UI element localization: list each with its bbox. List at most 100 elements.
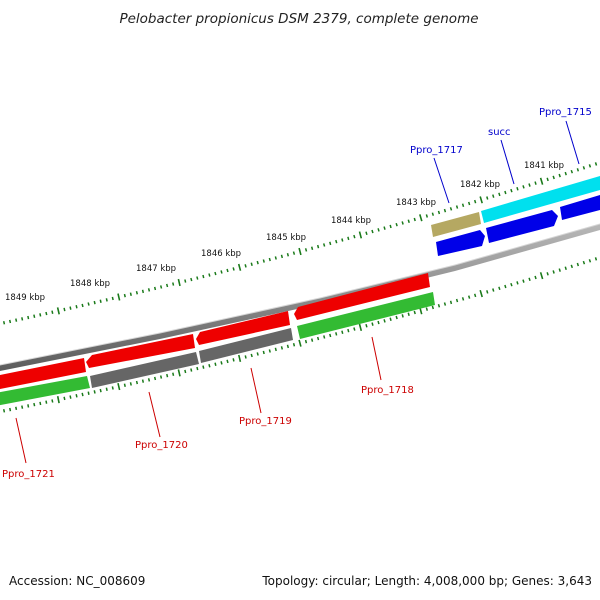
outer-scale-major-tick <box>177 278 181 287</box>
outer-scale-minor-tick <box>467 201 471 206</box>
reverse-gene[interactable] <box>0 358 86 391</box>
outer-scale-minor-tick <box>87 302 90 306</box>
outer-scale-major-tick <box>419 214 423 222</box>
outer-scale-minor-tick <box>401 221 404 225</box>
forward-gene[interactable] <box>486 210 558 243</box>
inner-scale-minor-tick <box>510 282 513 287</box>
outer-scale-minor-tick <box>498 192 501 197</box>
inner-scale-minor-tick <box>413 310 416 315</box>
scale-label-1845: 1845 kbp <box>266 233 306 243</box>
reverse-gene[interactable] <box>86 334 195 368</box>
forward-gene[interactable] <box>431 212 481 237</box>
inner-scale-minor-tick <box>329 333 332 338</box>
inner-scale-minor-tick <box>33 402 36 407</box>
outer-scale-minor-tick <box>21 317 24 321</box>
outer-scale-minor-tick <box>304 248 308 252</box>
reverse-strand-genes <box>0 273 435 407</box>
outer-scale-minor-tick <box>510 188 513 193</box>
outer-scale-minor-tick <box>431 212 435 216</box>
reverse-gene[interactable] <box>199 328 293 363</box>
outer-scale-minor-tick <box>329 241 332 246</box>
inner-scale-minor-tick <box>147 378 151 382</box>
reverse-gene[interactable] <box>297 292 435 339</box>
gene-label-ppro-1718[interactable]: Ppro_1718 <box>361 385 414 396</box>
gene-label-ppro-1719[interactable]: Ppro_1719 <box>239 416 292 427</box>
inner-scale-major-tick <box>117 383 121 391</box>
reverse-gene[interactable] <box>294 273 430 320</box>
outer-scale-minor-tick <box>196 276 199 280</box>
outer-scale-minor-tick <box>588 164 592 168</box>
label-leaders <box>15 120 580 464</box>
inner-scale-minor-tick <box>292 343 296 347</box>
scale-label-1846: 1846 kbp <box>201 249 241 259</box>
inner-scale-minor-tick <box>522 279 525 283</box>
inner-scale-major-tick <box>358 323 363 332</box>
inner-scale-minor-tick <box>274 347 277 352</box>
outer-scale-minor-tick <box>69 306 72 310</box>
outer-scale-minor-tick <box>159 285 163 289</box>
outer-scale-minor-tick <box>528 183 531 187</box>
inner-scale-minor-tick <box>45 400 48 404</box>
outer-scale-minor-tick <box>2 321 6 325</box>
inner-scale-major-tick <box>177 369 181 377</box>
inner-scale-minor-tick <box>21 405 24 409</box>
gene-label-succ[interactable]: succ <box>488 127 511 138</box>
outer-scale-minor-tick <box>99 299 102 303</box>
outer-scale-minor-tick <box>123 293 126 298</box>
inner-scale-minor-tick <box>534 275 537 280</box>
outer-scale-minor-tick <box>39 313 42 317</box>
gene-label-ppro-1717[interactable]: Ppro_1717 <box>410 145 463 156</box>
outer-scale-minor-tick <box>473 199 477 204</box>
outer-scale-minor-tick <box>262 259 265 263</box>
inner-scale-major-tick <box>539 272 544 280</box>
outer-scale-minor-tick <box>256 260 259 265</box>
outer-scale-minor-tick <box>371 229 374 234</box>
outer-scale-minor-tick <box>437 210 441 215</box>
outer-scale-major-tick <box>479 196 483 204</box>
gene-label-ppro-1721[interactable]: Ppro_1721 <box>2 469 55 480</box>
outer-scale-minor-tick <box>286 253 290 257</box>
reverse-gene[interactable] <box>0 376 90 407</box>
outer-scale-minor-tick <box>492 194 495 198</box>
inner-scale-minor-tick <box>105 387 108 391</box>
inner-scale-minor-tick <box>437 303 441 308</box>
inner-scale-minor-tick <box>81 392 84 397</box>
outer-scale-minor-tick <box>45 311 48 316</box>
scale-label-1847: 1847 kbp <box>136 264 176 274</box>
forward-gene[interactable] <box>481 176 600 223</box>
accession-text: Accession: NC_008609 <box>9 574 146 588</box>
outer-scale-minor-tick <box>534 181 537 185</box>
inner-scale-minor-tick <box>323 335 326 339</box>
inner-scale-minor-tick <box>226 359 229 364</box>
gene-label-ppro-1715[interactable]: Ppro_1715 <box>539 107 592 118</box>
inner-scale-minor-tick <box>244 355 247 359</box>
forward-gene[interactable] <box>560 195 600 220</box>
inner-scale-minor-tick <box>166 373 169 378</box>
reverse-gene[interactable] <box>90 352 199 388</box>
inner-scale-minor-tick <box>123 383 126 387</box>
forward-strand-genes <box>431 176 600 256</box>
outer-scale-minor-tick <box>184 279 187 283</box>
inner-scale-minor-tick <box>172 372 175 376</box>
outer-scale-minor-tick <box>81 303 84 308</box>
inner-scale-minor-tick <box>220 361 223 365</box>
genome-backbone <box>0 223 600 371</box>
gene-label-ppro-1720[interactable]: Ppro_1720 <box>135 440 188 451</box>
forward-gene[interactable] <box>436 230 485 256</box>
inner-scale-minor-tick <box>159 375 163 379</box>
inner-scale-minor-tick <box>401 314 404 318</box>
reverse-gene[interactable] <box>196 311 290 345</box>
inner-scale-minor-tick <box>316 336 320 341</box>
scale-label-1842: 1842 kbp <box>460 180 500 190</box>
inner-scale-minor-tick <box>27 404 30 408</box>
inner-scale-minor-tick <box>383 319 386 323</box>
outer-scale-minor-tick <box>292 251 296 255</box>
outer-scale-minor-tick <box>268 257 271 262</box>
inner-scale-major-tick <box>56 396 60 404</box>
outer-scale-minor-tick <box>407 219 410 224</box>
outer-scale-minor-tick <box>214 271 217 276</box>
inner-scale-minor-tick <box>449 300 453 305</box>
outer-scale-minor-tick <box>443 208 447 213</box>
outer-scale-minor-tick <box>347 236 350 241</box>
